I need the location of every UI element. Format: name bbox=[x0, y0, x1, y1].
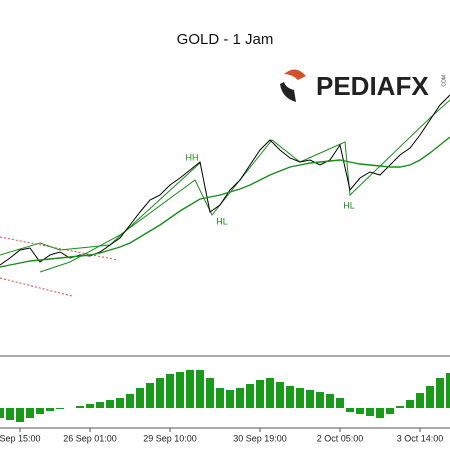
logo-icon bbox=[280, 82, 296, 102]
oscillator-bar bbox=[96, 402, 104, 408]
zigzag-line bbox=[0, 162, 201, 256]
oscillator-bar bbox=[346, 408, 354, 412]
oscillator-bar bbox=[266, 378, 274, 408]
oscillator-bar bbox=[296, 388, 304, 408]
oscillator-bar bbox=[116, 398, 124, 408]
oscillator-bar bbox=[376, 408, 384, 418]
logo-icon bbox=[284, 69, 306, 80]
oscillator-bar bbox=[36, 408, 44, 414]
oscillator-bar bbox=[246, 384, 254, 408]
moving-average-line bbox=[0, 136, 450, 268]
oscillator-bar bbox=[396, 406, 404, 408]
oscillator-bar bbox=[316, 392, 324, 408]
oscillator-bar bbox=[156, 378, 164, 408]
oscillator-bar bbox=[106, 400, 114, 408]
oscillator-bar bbox=[56, 408, 64, 409]
logo-text: PEDIAFX bbox=[316, 71, 429, 101]
annotation: HL bbox=[343, 200, 355, 210]
x-tick-label: 30 Sep 19:00 bbox=[233, 433, 287, 443]
x-tick-label: 26 Sep 01:00 bbox=[63, 433, 117, 443]
oscillator-bar bbox=[416, 393, 424, 408]
oscillator-bar bbox=[16, 408, 24, 422]
oscillator-bar bbox=[126, 394, 134, 408]
oscillator-bar bbox=[146, 383, 154, 408]
x-tick-label: Sep 15:00 bbox=[0, 433, 41, 443]
oscillator-bar bbox=[166, 374, 174, 408]
oscillator-bar bbox=[336, 398, 344, 408]
x-tick-label: 2 Oct 05:00 bbox=[317, 433, 364, 443]
x-tick-label: 3 Oct 14:00 bbox=[397, 433, 444, 443]
oscillator-bar bbox=[406, 400, 414, 408]
oscillator-bar bbox=[206, 378, 214, 408]
annotation: HH bbox=[186, 152, 199, 162]
oscillator-bar bbox=[76, 406, 84, 408]
oscillator-bar bbox=[236, 388, 244, 408]
oscillator-bar bbox=[0, 408, 4, 418]
oscillator-bar bbox=[446, 373, 450, 408]
oscillator-bar bbox=[386, 408, 394, 414]
logo: PEDIAFX .COM bbox=[280, 69, 447, 102]
oscillator-bar bbox=[436, 378, 444, 408]
oscillator-bar bbox=[256, 380, 264, 408]
oscillator-bar bbox=[176, 372, 184, 408]
oscillator-bar bbox=[286, 386, 294, 408]
oscillator-bar bbox=[226, 390, 234, 408]
oscillator-bar bbox=[46, 408, 54, 411]
logo-suffix: .COM bbox=[441, 75, 447, 88]
oscillator-bar bbox=[86, 404, 94, 408]
oscillator-bar bbox=[136, 388, 144, 408]
oscillator-bar bbox=[426, 386, 434, 408]
oscillator-bar bbox=[186, 370, 194, 408]
oscillator-bar bbox=[26, 408, 34, 418]
oscillator-bar bbox=[326, 394, 334, 408]
oscillator-bar bbox=[366, 408, 374, 416]
zigzag-line bbox=[39, 99, 450, 273]
oscillator-bar bbox=[6, 408, 14, 420]
channel-line bbox=[0, 277, 73, 297]
oscillator-bar bbox=[216, 388, 224, 408]
annotation: HL bbox=[216, 216, 228, 226]
oscillator-bar bbox=[306, 390, 314, 408]
oscillator-bar bbox=[276, 382, 284, 408]
channel-line bbox=[0, 236, 119, 261]
oscillator-bar bbox=[356, 408, 364, 414]
trend-lines bbox=[0, 99, 450, 297]
chart-title: GOLD - 1 Jam bbox=[177, 31, 274, 48]
x-tick-label: 29 Sep 10:00 bbox=[143, 433, 197, 443]
oscillator-bar bbox=[196, 370, 204, 408]
